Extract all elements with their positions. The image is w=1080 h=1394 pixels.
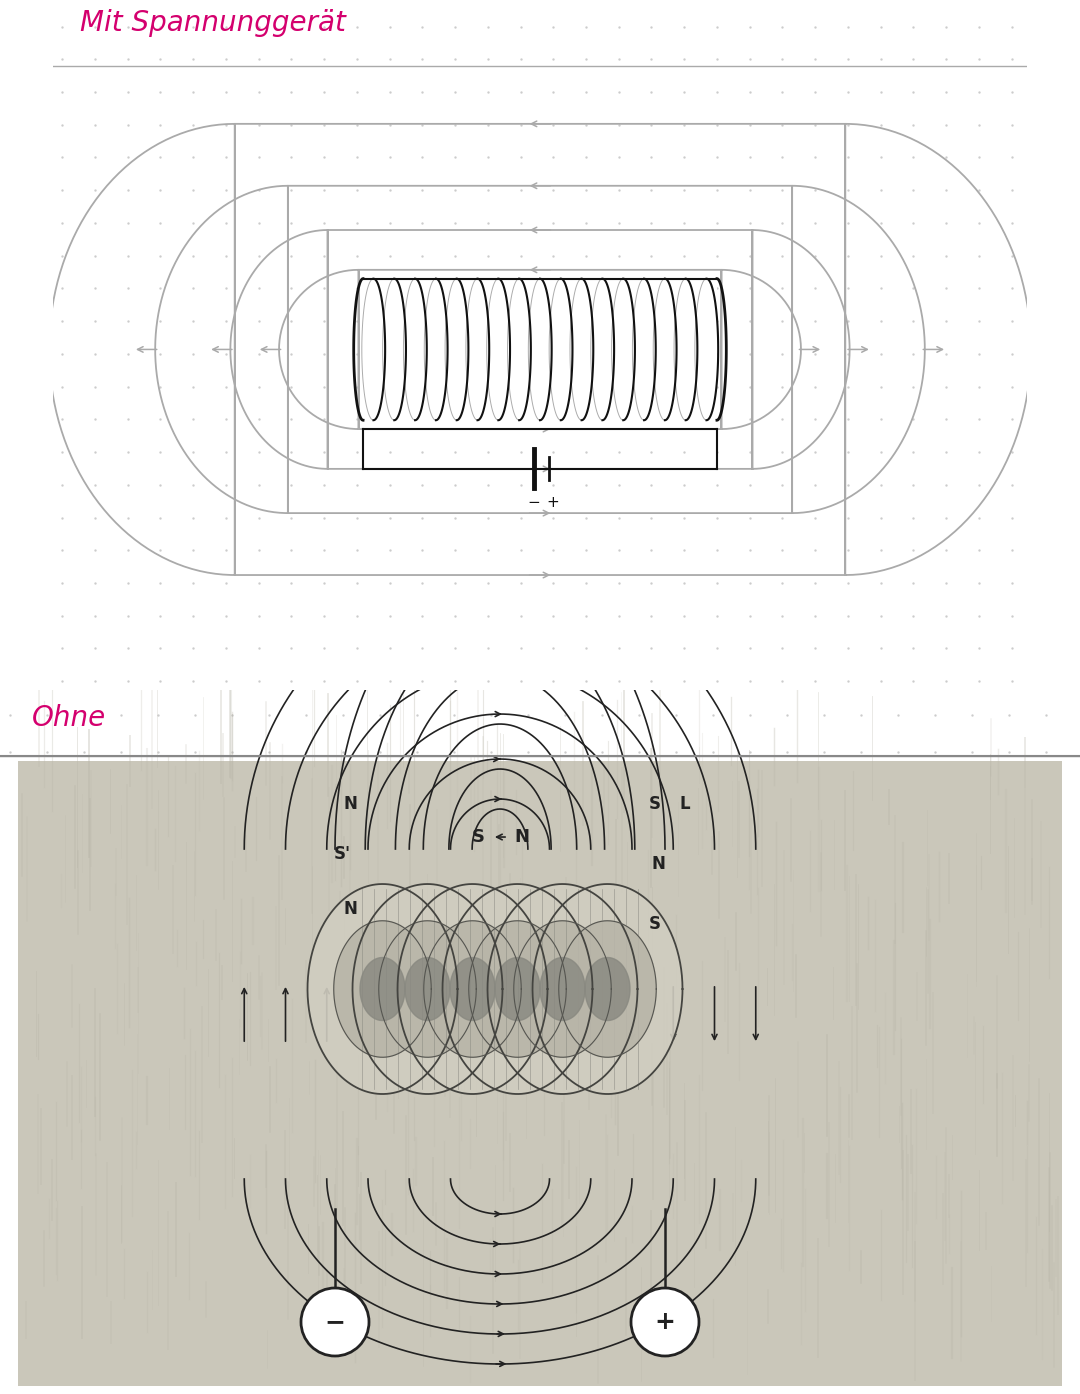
Polygon shape: [514, 921, 611, 1057]
Circle shape: [301, 1288, 369, 1356]
Text: S: S: [649, 914, 661, 933]
Circle shape: [631, 1288, 699, 1356]
Polygon shape: [423, 921, 522, 1057]
Text: +: +: [546, 495, 558, 510]
Text: L: L: [679, 795, 690, 813]
Text: Mit Spannunggerät: Mit Spannunggerät: [80, 8, 346, 38]
Text: S': S': [334, 845, 351, 863]
Polygon shape: [469, 921, 566, 1057]
Text: N: N: [343, 795, 356, 813]
Bar: [18, 761, 1062, 1386]
Text: −: −: [527, 495, 540, 510]
Text: S: S: [472, 828, 485, 846]
Text: +: +: [654, 1310, 675, 1334]
Polygon shape: [558, 921, 657, 1057]
Polygon shape: [308, 884, 458, 1094]
Polygon shape: [443, 884, 593, 1094]
Polygon shape: [532, 884, 683, 1094]
Text: N: N: [514, 828, 529, 846]
Polygon shape: [585, 958, 630, 1020]
Bar: [363, 279, 717, 429]
Polygon shape: [487, 884, 637, 1094]
Text: N: N: [343, 901, 356, 919]
Polygon shape: [334, 921, 431, 1057]
Polygon shape: [379, 921, 476, 1057]
Polygon shape: [450, 958, 495, 1020]
Polygon shape: [540, 958, 585, 1020]
Text: N: N: [651, 855, 665, 873]
Polygon shape: [405, 958, 450, 1020]
Text: Ohne: Ohne: [32, 704, 106, 732]
Polygon shape: [397, 884, 548, 1094]
Polygon shape: [495, 958, 540, 1020]
Text: S: S: [649, 795, 661, 813]
Text: −: −: [324, 1310, 346, 1334]
Polygon shape: [360, 958, 405, 1020]
Polygon shape: [352, 884, 502, 1094]
